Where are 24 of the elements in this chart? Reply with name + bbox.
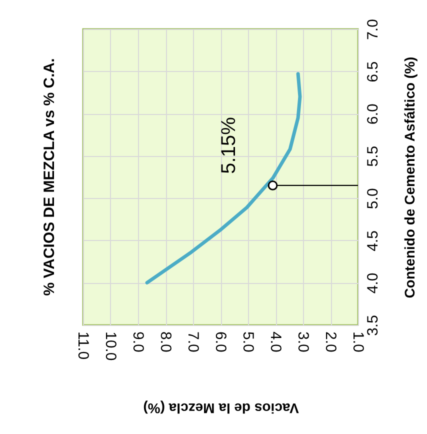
x-tick-label: 5.0 bbox=[240, 332, 256, 352]
y-tick-label: 3.5 bbox=[364, 315, 382, 336]
x-tick-label: 2.0 bbox=[322, 332, 339, 352]
x-tick-label: 3.0 bbox=[294, 332, 312, 352]
y-tick-label: 4.0 bbox=[364, 272, 382, 294]
x-tick-label: 11.0 bbox=[74, 332, 92, 360]
x-tick-label: 1.0 bbox=[350, 332, 366, 352]
x-tick-label: 9.0 bbox=[130, 332, 146, 352]
x-tick-label: 7.0 bbox=[184, 332, 202, 352]
y-tick-label: 6.0 bbox=[364, 104, 382, 124]
x-tick-label: 6.0 bbox=[212, 332, 229, 352]
y-tick-label: 6.5 bbox=[364, 61, 382, 82]
y-axis-title: Contenido de Cemento Asfáltico (%) bbox=[402, 56, 418, 298]
x-tick-label: 10.0 bbox=[102, 332, 119, 361]
x-axis-title: Vacios de la Mezcla (%) bbox=[143, 400, 299, 416]
text: % VACIOS DE MEZCLA vs % C.A. bbox=[41, 58, 58, 296]
annotation: 5.15% bbox=[218, 116, 240, 174]
x-tick-label: 8.0 bbox=[157, 332, 174, 352]
y-tick-label: 5.5 bbox=[364, 146, 382, 167]
y-tick-label: 7.0 bbox=[364, 19, 382, 40]
y-tick-label: 5.0 bbox=[364, 188, 382, 210]
line-series bbox=[145, 72, 302, 284]
y-tick-label: 4.5 bbox=[364, 230, 382, 252]
x-tick-label: 4.0 bbox=[267, 332, 284, 352]
